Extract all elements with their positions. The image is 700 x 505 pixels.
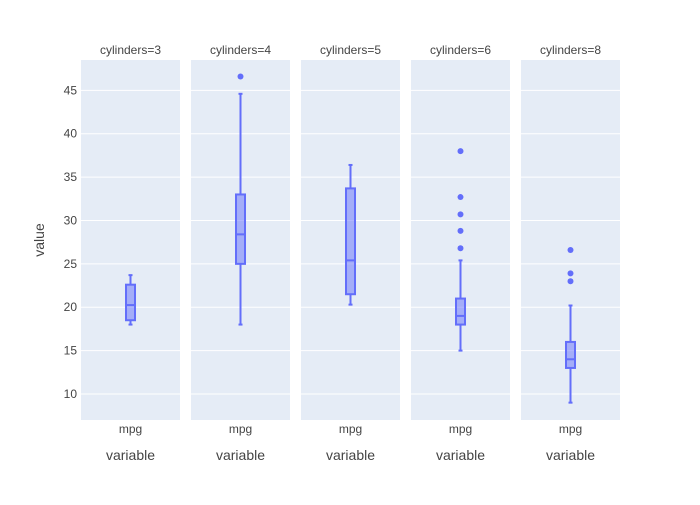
y-tick-label: 30: [64, 213, 78, 227]
facet-title: cylinders=4: [210, 43, 271, 57]
box-iqr: [235, 193, 246, 265]
y-tick-label: 25: [64, 257, 78, 271]
outlier-point: [567, 278, 574, 285]
y-tick-label: 20: [64, 300, 78, 314]
x-tick-label: mpg: [229, 422, 252, 436]
x-tick-label: mpg: [559, 422, 582, 436]
facet-title: cylinders=3: [100, 43, 161, 57]
x-axis-title: variable: [436, 447, 485, 463]
x-tick-label: mpg: [119, 422, 142, 436]
y-tick-label: 10: [64, 387, 78, 401]
outlier-point: [457, 148, 464, 155]
x-axis-title: variable: [546, 447, 595, 463]
x-axis-title: variable: [216, 447, 265, 463]
y-axis-title: value: [31, 223, 47, 257]
box-iqr: [565, 340, 576, 369]
box-iqr: [455, 297, 466, 326]
facet-panel-4: [411, 60, 510, 420]
x-tick-label: mpg: [339, 422, 362, 436]
box-iqr: [345, 187, 356, 296]
y-tick-label: 15: [64, 344, 78, 358]
outlier-point: [457, 245, 464, 252]
outlier-point: [457, 194, 464, 201]
facet-title: cylinders=6: [430, 43, 491, 57]
facet-title: cylinders=8: [540, 43, 601, 57]
x-tick-label: mpg: [449, 422, 472, 436]
box-iqr: [125, 283, 136, 322]
x-axis-title: variable: [326, 447, 375, 463]
y-tick-label: 40: [64, 127, 78, 141]
outlier-point: [457, 227, 464, 234]
outlier-point: [567, 246, 574, 253]
x-axis-title: variable: [106, 447, 155, 463]
y-tick-label: 45: [64, 83, 78, 97]
y-tick-label: 35: [64, 170, 78, 184]
outlier-point: [237, 73, 244, 80]
outlier-point: [457, 211, 464, 218]
facet-title: cylinders=5: [320, 43, 381, 57]
facet-panel-1: [81, 60, 180, 420]
outlier-point: [567, 270, 574, 277]
